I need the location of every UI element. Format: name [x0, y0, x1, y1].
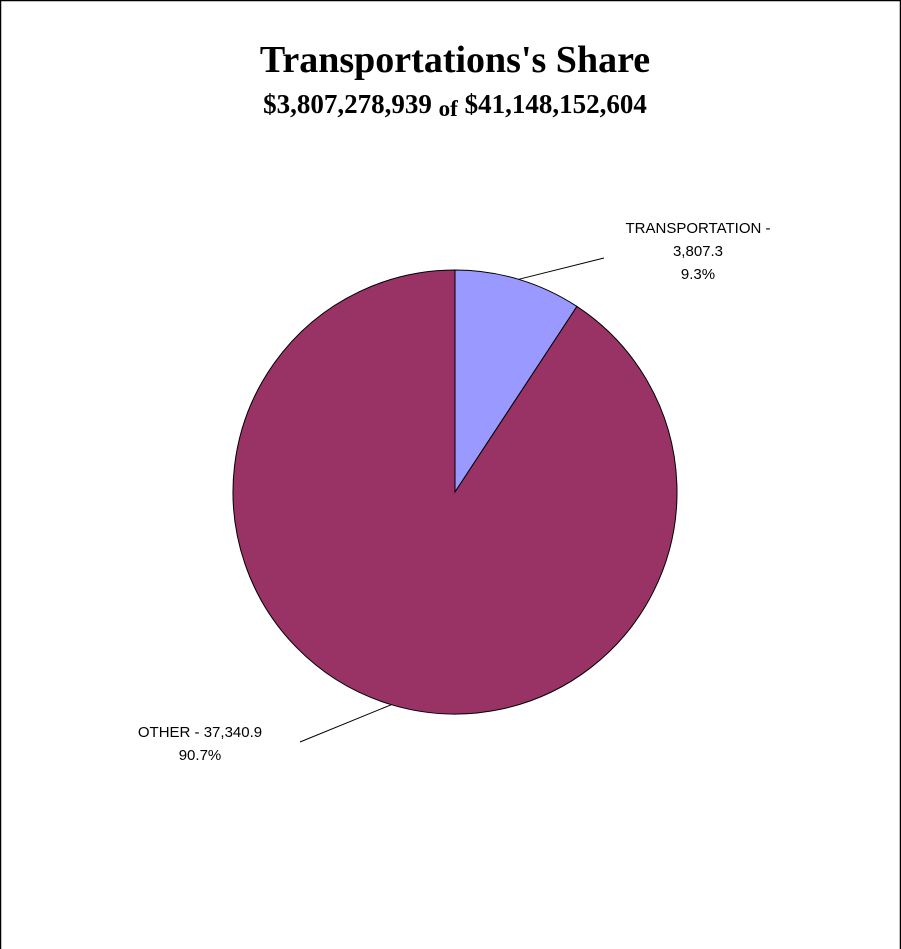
value-label: 37,340.9: [204, 724, 262, 741]
data-label: 9.3%: [681, 266, 715, 283]
data-label: TRANSPORTATION -: [625, 220, 770, 237]
data-label: 3,807.3: [673, 243, 723, 260]
leader-line: [518, 257, 605, 280]
subtitle-part: of: [439, 96, 459, 121]
subtitle-part: $41,148,152,604: [465, 89, 647, 119]
pie-slice: [454, 269, 578, 494]
chart-subtitle: $3,807,278,939 of $41,148,152,604: [263, 89, 647, 122]
leader-line: [299, 704, 392, 743]
subtitle-part: $3,807,278,939: [263, 89, 432, 119]
data-label: 90.7%: [179, 747, 222, 764]
chart-title: Transportations's Share: [260, 39, 650, 81]
pie-slice: [232, 269, 678, 715]
category-label: OTHER -: [138, 724, 200, 741]
data-label: OTHER - 37,340.9: [138, 724, 262, 741]
